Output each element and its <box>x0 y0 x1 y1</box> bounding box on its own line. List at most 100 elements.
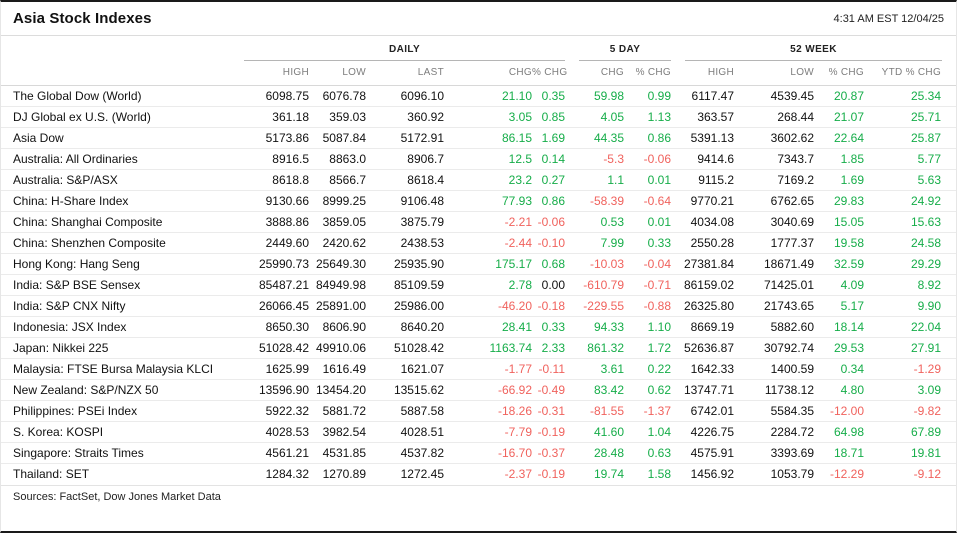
value-cell: 21743.65 <box>734 295 815 317</box>
value-cell: 4.09 <box>814 274 865 296</box>
value-cell: 49910.06 <box>309 337 366 359</box>
value-cell: 0.01 <box>624 211 672 233</box>
value-cell: 6076.78 <box>322 89 366 103</box>
value-cell: 2420.62 <box>309 232 366 254</box>
value-cell: 71425.01 <box>734 274 815 296</box>
index-name: Australia: S&P/ASX <box>1 169 244 191</box>
value-cell: 25.87 <box>864 127 956 149</box>
value-cell: 8606.90 <box>309 316 366 338</box>
value-cell: 1.13 <box>624 106 672 128</box>
value-cell: 4531.85 <box>309 442 366 464</box>
value-cell: 2438.53 <box>366 232 444 254</box>
value-cell: 268.44 <box>734 106 815 128</box>
value-cell: 0.27 <box>532 169 565 191</box>
value-cell: 23.2 <box>444 169 532 191</box>
column-header-name <box>1 61 244 86</box>
value-cell: 6762.65 <box>734 190 815 212</box>
value-cell: 18.14 <box>814 316 865 338</box>
index-name: Hong Kong: Hang Seng <box>1 253 244 275</box>
column-header-row: HIGH LOW LAST CHG % CHG CHG % CHG HIGH L… <box>1 61 956 86</box>
value-cell: 21.07 <box>814 106 865 128</box>
table-row: Hong Kong: Hang Seng 25990.73 25649.30 2593… <box>1 253 956 275</box>
value-cell: 0.62 <box>624 379 672 401</box>
value-cell: 2.78 <box>444 274 532 296</box>
value-cell: 1.69 <box>532 127 565 149</box>
index-name: Singapore: Straits Times <box>1 442 244 464</box>
value-cell: 25.71 <box>864 106 956 128</box>
group-header-row: DAILY 5 DAY 52 WEEK <box>1 36 956 61</box>
value-cell: 0.86 <box>624 127 672 149</box>
value-cell: 25986.00 <box>366 295 444 317</box>
value-cell: -2.37 <box>444 463 532 485</box>
value-cell: 25990.73 <box>244 253 309 275</box>
value-cell: 0.00 <box>532 274 565 296</box>
value-cell: 19.58 <box>814 232 865 254</box>
table-row: China: H-Share Index 9130.66 8999.25 9106.4… <box>1 190 956 212</box>
index-name: Japan: Nikkei 225 <box>1 337 244 359</box>
value-cell: -0.37 <box>532 442 565 464</box>
value-cell: 3875.79 <box>366 211 444 233</box>
value-cell: -58.39 <box>565 190 624 212</box>
index-name: China: Shenzhen Composite <box>1 232 244 254</box>
value-cell: 2284.72 <box>734 421 815 443</box>
index-name: Indonesia: JSX Index <box>1 316 244 338</box>
value-cell: 28.48 <box>565 442 624 464</box>
value-cell: -81.55 <box>565 400 624 422</box>
index-name: DJ Global ex U.S. (World) <box>1 106 244 128</box>
value-cell: 51028.42 <box>366 337 444 359</box>
column-header-ytd-pct-chg: YTD % CHG <box>864 61 956 86</box>
value-cell: 1777.37 <box>734 232 815 254</box>
index-name: India: S&P CNX Nifty <box>1 295 244 317</box>
index-name: China: H-Share Index <box>1 190 244 212</box>
value-cell: -0.04 <box>624 253 672 275</box>
value-cell: 1053.79 <box>734 463 815 485</box>
index-table: DAILY 5 DAY 52 WEEK HIGH LOW LAST CHG % … <box>1 36 956 485</box>
value-cell: 1284.32 <box>244 463 309 485</box>
value-cell: 8.92 <box>864 274 956 296</box>
value-cell: 359.03 <box>309 106 366 128</box>
value-cell: 0.33 <box>532 316 565 338</box>
table-row: Thailand: SET 1284.32 1270.89 1272.45 -2.37-… <box>1 463 956 485</box>
value-cell: 4.80 <box>814 379 865 401</box>
value-cell: 0.63 <box>624 442 672 464</box>
index-name: Philippines: PSEi Index <box>1 400 244 422</box>
column-header-daily-last: LAST <box>366 61 444 86</box>
value-cell: 8566.7 <box>309 169 366 191</box>
value-cell: -9.82 <box>864 400 956 422</box>
value-cell: 25.34 <box>911 89 942 103</box>
widget-titlebar: Asia Stock Indexes 4:31 AM EST 12/04/25 <box>1 2 956 36</box>
value-cell: 8618.8 <box>244 169 309 191</box>
value-cell: -5.3 <box>565 148 624 170</box>
value-cell: 85109.59 <box>366 274 444 296</box>
value-cell: 59.98 <box>593 89 624 103</box>
value-cell: 1.72 <box>624 337 672 359</box>
value-cell: 13596.90 <box>244 379 309 401</box>
value-cell: -0.88 <box>624 295 672 317</box>
value-cell: 4034.08 <box>671 211 735 233</box>
value-cell: 0.53 <box>565 211 624 233</box>
value-cell: 29.53 <box>814 337 865 359</box>
value-cell: 85487.21 <box>244 274 309 296</box>
table-row: Japan: Nikkei 225 51028.42 49910.06 51028.4… <box>1 337 956 359</box>
value-cell: 32.59 <box>814 253 865 275</box>
value-cell: 4539.45 <box>770 89 815 103</box>
value-cell: -0.19 <box>532 421 565 443</box>
value-cell: 5.77 <box>864 148 956 170</box>
value-cell: 52636.87 <box>671 337 735 359</box>
value-cell: 3602.62 <box>734 127 815 149</box>
table-row: Australia: All Ordinaries 8916.5 8863.0 890… <box>1 148 956 170</box>
value-cell: 4575.91 <box>671 442 735 464</box>
table-row: China: Shenzhen Composite 2449.60 2420.62 2… <box>1 232 956 254</box>
value-cell: 64.98 <box>814 421 865 443</box>
value-cell: 3.05 <box>444 106 532 128</box>
value-cell: 41.60 <box>565 421 624 443</box>
value-cell: 18.71 <box>814 442 865 464</box>
value-cell: 25891.00 <box>309 295 366 317</box>
value-cell: 27381.84 <box>671 253 735 275</box>
value-cell: -229.55 <box>565 295 624 317</box>
value-cell: 86.15 <box>444 127 532 149</box>
column-header-52wk-pct-chg: % CHG <box>814 61 865 86</box>
value-cell: 0.86 <box>532 190 565 212</box>
value-cell: -0.18 <box>532 295 565 317</box>
